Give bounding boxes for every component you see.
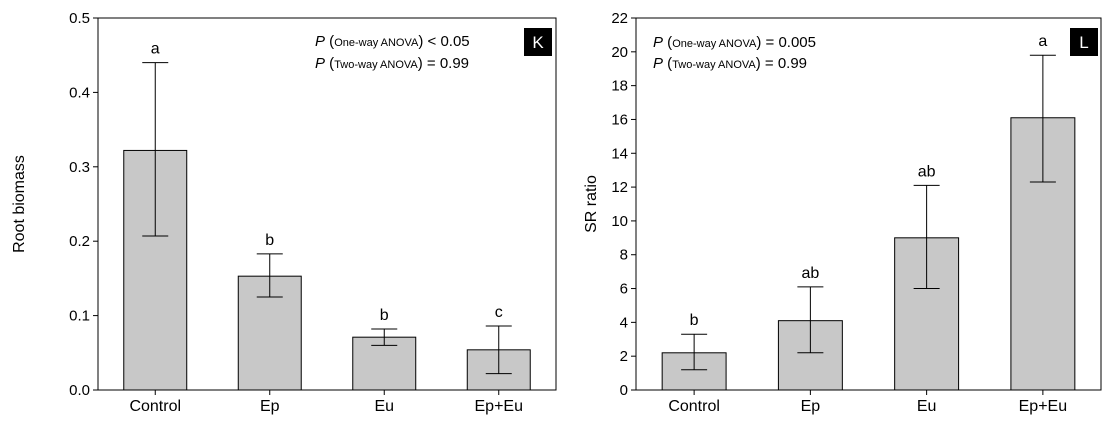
anova-type: Two-way ANOVA: [672, 59, 756, 71]
panel-label: L: [1079, 33, 1088, 52]
y-axis-label: Root biomass: [11, 155, 28, 253]
plot-frame: [635, 17, 1102, 391]
y-tick-label: 0.1: [69, 308, 90, 325]
y-tick-label: 20: [611, 44, 628, 61]
annotation-two-way: P (Two-way ANOVA) = 0.99: [315, 55, 469, 72]
significance-letter: a: [151, 41, 160, 58]
y-tick-label: 4: [620, 314, 628, 331]
y-tick-label: 0.4: [69, 84, 90, 101]
x-tick-label: Eu: [917, 398, 937, 415]
y-tick-label: 12: [611, 179, 628, 196]
y-tick-label: 0: [620, 382, 628, 399]
y-tick-label: 10: [611, 213, 628, 230]
anova-type: Two-way ANOVA: [334, 59, 418, 71]
significance-letter: b: [690, 312, 699, 329]
p-value: < 0.05: [428, 33, 470, 50]
panel-label: K: [532, 33, 544, 52]
anova-type: One-way ANOVA: [672, 38, 757, 50]
y-tick-label: 2: [620, 348, 628, 365]
p-value: = 0.005: [766, 34, 816, 51]
chart-panel-l: 0 2 4 6 8 10 12 14 16 18 20 22 SR ratio b Control ab Ep a…: [583, 10, 1102, 415]
y-tick-label: 8: [620, 247, 628, 264]
p-symbol: P: [315, 33, 325, 50]
significance-letter: b: [265, 232, 274, 249]
panel-label-box: [524, 28, 552, 56]
panel-label-box: [1070, 28, 1098, 56]
annotation-one-way: P (One-way ANOVA) < 0.05: [315, 33, 470, 50]
anova-type: One-way ANOVA: [334, 37, 419, 49]
chart-panel-k: 0.0 0.1 0.2 0.3 0.4 0.5 Root biomass a Control b E…: [11, 10, 557, 415]
x-tick-label: Control: [129, 398, 181, 415]
y-axis-label: SR ratio: [583, 175, 600, 233]
y-tick-label: 0.5: [69, 10, 90, 27]
y-tick-label: 0.2: [69, 233, 90, 250]
y-tick-label: 0.0: [69, 382, 90, 399]
y-tick-label: 0.3: [69, 159, 90, 176]
x-tick-label: Ep+Eu: [1019, 398, 1067, 415]
p-symbol: P: [653, 55, 663, 72]
y-tick-label: 6: [620, 281, 628, 298]
annotation-two-way: P (Two-way ANOVA) = 0.99: [653, 55, 807, 72]
p-symbol: P: [315, 55, 325, 72]
y-tick-label: 22: [611, 10, 628, 27]
x-tick-label: Ep: [801, 398, 821, 415]
plot-frame: [97, 17, 557, 391]
bar: [352, 336, 417, 391]
y-tick-label: 18: [611, 78, 628, 95]
x-tick-label: Eu: [374, 398, 394, 415]
significance-letter: c: [495, 304, 503, 321]
x-tick-label: Control: [668, 398, 720, 415]
p-symbol: P: [653, 34, 663, 51]
y-tick-label: 14: [611, 145, 628, 162]
x-tick-label: Ep: [260, 398, 280, 415]
significance-letter: a: [1038, 33, 1047, 50]
significance-letter: ab: [918, 163, 936, 180]
x-tick-label: Ep+Eu: [475, 398, 523, 415]
annotation-one-way: P (One-way ANOVA) = 0.005: [653, 34, 816, 51]
p-value: = 0.99: [765, 55, 807, 72]
significance-letter: b: [380, 307, 389, 324]
p-value: = 0.99: [427, 55, 469, 72]
y-tick-label: 16: [611, 111, 628, 128]
significance-letter: ab: [801, 265, 819, 282]
